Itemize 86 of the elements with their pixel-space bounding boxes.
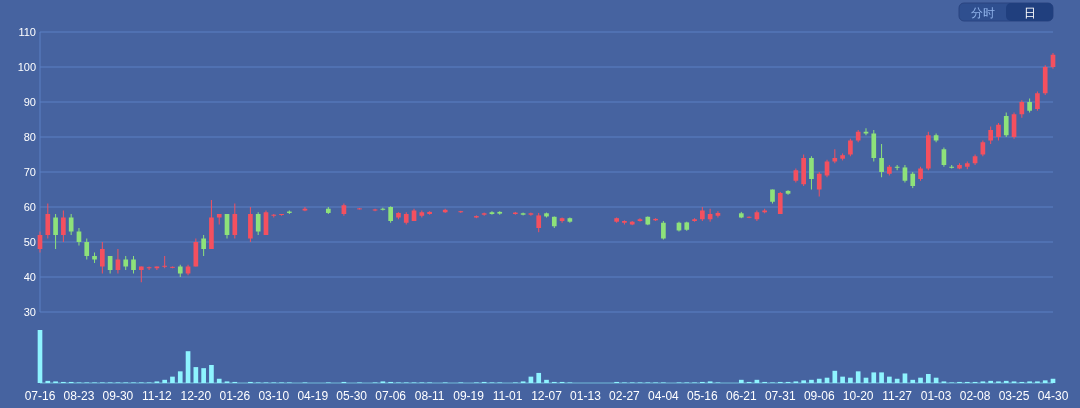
y-tick-label: 80: [23, 131, 36, 143]
candlestick: [162, 255, 168, 269]
x-tick-label: 05-30: [336, 389, 368, 403]
candlestick: [100, 241, 105, 274]
bar: [887, 376, 892, 383]
y-tick-label: 50: [23, 236, 36, 248]
x-tick-label: 01-13: [570, 389, 602, 403]
bar: [1042, 380, 1048, 383]
text: 分时: [970, 6, 995, 20]
y-tick-label: 60: [23, 201, 36, 213]
x-tick-label: 02-27: [609, 389, 641, 403]
y-tick-label: 90: [23, 96, 36, 108]
x-tick-label: 12-07: [531, 389, 563, 403]
bar: [216, 378, 222, 383]
x-tick-label: 07-31: [764, 389, 796, 403]
bar: [855, 371, 861, 383]
bar: [544, 379, 549, 383]
candlestick: [53, 213, 58, 250]
candlestick: [255, 211, 261, 236]
bar: [738, 379, 744, 383]
candlestick: [489, 210, 495, 216]
x-tick-label: 04-04: [648, 389, 680, 403]
candlestick: [661, 220, 666, 241]
bar: [1003, 380, 1009, 383]
bar: [201, 368, 206, 383]
x-tick-label: 11-27: [882, 389, 913, 403]
candlestick: [201, 234, 206, 257]
bar: [809, 379, 814, 383]
candlestick: [637, 217, 643, 223]
bar: [925, 373, 931, 383]
y-tick-label: 30: [23, 306, 36, 318]
x-tick-label: 03-10: [258, 389, 290, 403]
candlestick: [45, 203, 51, 239]
x-tick-label: 10-20: [842, 389, 874, 403]
candlestick: [879, 143, 884, 178]
x-tick-label: 09-19: [453, 389, 485, 403]
candlestick: [715, 210, 721, 218]
x-tick-label: 02-08: [959, 389, 991, 403]
bar: [177, 371, 183, 383]
candlestick: [1035, 91, 1040, 112]
bar: [879, 372, 884, 383]
bar: [45, 380, 51, 383]
bar: [816, 378, 822, 383]
candlestick: [809, 155, 814, 190]
candlestick: [84, 238, 90, 260]
candlestick: [302, 206, 308, 212]
x-tick-label: 01-03: [920, 389, 952, 403]
x-tick-label: 01-26: [219, 389, 251, 403]
x-tick-label: 05-16: [686, 389, 719, 403]
x-tick-label: 11-12: [141, 389, 173, 403]
x-tick-label: 11-01: [492, 389, 523, 403]
x-tick-label: 07-16: [24, 389, 56, 403]
candlestick: [61, 210, 66, 243]
candlestick: [863, 127, 869, 136]
x-tick-label: 12-20: [180, 389, 212, 403]
x-tick-label: 07-06: [375, 389, 407, 403]
candlestick: [232, 203, 238, 239]
candlestick: [68, 213, 74, 236]
bar: [910, 379, 916, 383]
y-tick-label: 40: [23, 271, 36, 283]
bar: [871, 372, 877, 383]
x-tick-label: 08-11: [414, 389, 445, 403]
x-tick-label: 08-23: [63, 389, 95, 403]
x-tick-label: 03-25: [998, 389, 1030, 403]
bar: [162, 379, 168, 383]
candlestick: [816, 171, 822, 197]
candlestick: [1003, 112, 1009, 138]
y-tick-label: 100: [17, 61, 36, 73]
bar: [801, 380, 806, 383]
bar: [536, 372, 542, 383]
y-tick-label: 110: [18, 26, 36, 38]
x-tick-label: 06-21: [725, 389, 757, 403]
bar: [832, 370, 838, 383]
x-tick-label: 09-06: [803, 389, 835, 403]
y-tick-label: 70: [23, 166, 36, 178]
bar: [170, 376, 175, 383]
bar: [988, 380, 993, 383]
bar: [848, 377, 853, 383]
x-tick-label: 09-30: [102, 389, 134, 403]
bar: [209, 364, 214, 383]
x-tick-label: 04-30: [1037, 389, 1069, 403]
bar: [918, 377, 923, 383]
candlestick: [536, 212, 542, 233]
x-tick-label: 04-19: [297, 389, 329, 403]
text: 日: [1023, 6, 1036, 20]
bar: [840, 376, 845, 383]
